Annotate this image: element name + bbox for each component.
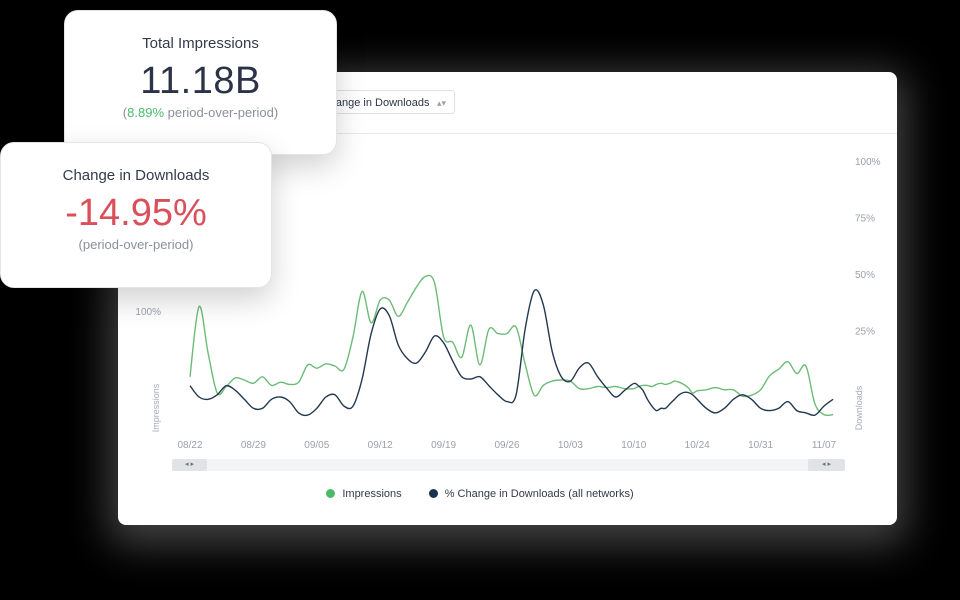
paren: ( [122, 105, 128, 120]
x-tick-label: 09/12 [368, 440, 393, 451]
range-handle-left[interactable]: ◂ ▸ [172, 459, 207, 471]
change-in-downloads-card: Change in Downloads -14.95% (period-over… [0, 142, 272, 288]
card-title: Change in Downloads [62, 167, 210, 184]
card-title: Total Impressions [142, 35, 259, 52]
total-impressions-card: Total Impressions 11.18B (8.89% period-o… [64, 10, 337, 155]
right-y-tick-label: 25% [855, 327, 875, 338]
x-tick-label: 10/31 [748, 440, 773, 451]
legend-item-impressions[interactable]: Impressions [326, 488, 402, 500]
legend-label: % Change in Downloads (all networks) [444, 488, 634, 500]
left-y-tick-label: 100% [135, 307, 161, 318]
downloads-value: -14.95% [65, 192, 207, 234]
legend-label: Impressions [342, 488, 402, 500]
dropdown-label: % Change in Downloads [309, 97, 430, 109]
range-scrollbar[interactable]: ◂ ▸ ◂ ▸ [172, 459, 845, 471]
range-handle-right[interactable]: ◂ ▸ [808, 459, 845, 471]
legend-dot-icon [326, 489, 336, 498]
right-y-tick-label: 100% [855, 157, 881, 168]
x-tick-label: 10/10 [621, 440, 646, 451]
impressions-change: (8.89% period-over-period) [65, 105, 336, 120]
left-axis-title: Impressions [151, 383, 161, 432]
impressions-value: 11.18B [140, 60, 261, 102]
x-tick-label: 09/05 [304, 440, 329, 451]
legend-dot-icon [428, 489, 438, 498]
change-percent: 8.89% [127, 105, 165, 120]
x-tick-label: 10/03 [558, 440, 583, 451]
right-y-tick-label: 75% [855, 214, 875, 225]
x-tick-label: 08/22 [177, 440, 202, 451]
x-tick-label: 11/07 [812, 440, 837, 451]
downloads-change-line [189, 289, 834, 417]
x-tick-label: 08/29 [241, 440, 266, 451]
chart-legend: Impressions % Change in Downloads (all n… [0, 488, 960, 500]
chevron-up-down-icon: ▴▾ [436, 98, 446, 108]
x-tick-label: 10/24 [685, 440, 710, 451]
right-axis-title: Downloads [854, 385, 864, 430]
legend-item-downloads[interactable]: % Change in Downloads (all networks) [428, 488, 634, 500]
x-tick-label: 09/19 [431, 440, 456, 451]
impressions-line [189, 274, 834, 417]
x-tick-label: 09/26 [494, 440, 519, 451]
downloads-sub: (period-over-period) [78, 237, 194, 252]
right-y-tick-label: 50% [855, 270, 875, 281]
change-suffix: period-over-period) [164, 105, 279, 120]
